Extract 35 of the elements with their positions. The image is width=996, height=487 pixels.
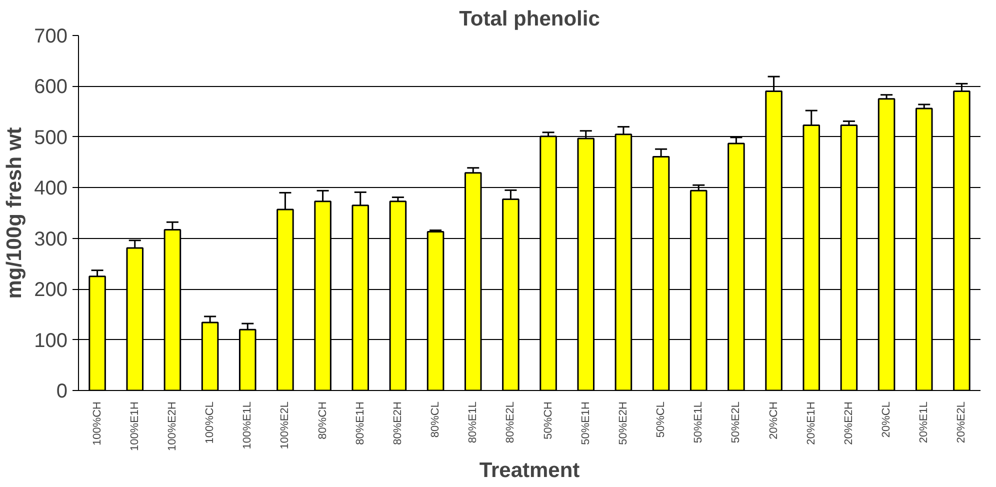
y-tick-label: 500 xyxy=(34,126,68,149)
x-tick-label: 80%E1H xyxy=(354,401,366,445)
x-tick-label: 20%E2L xyxy=(956,401,968,444)
x-tick-label: 100%E1L xyxy=(242,401,254,450)
x-tick-label: 100%E2L xyxy=(279,401,292,450)
x-tick-label: 100%CL xyxy=(204,401,216,444)
x-tick-label: 80%E2L xyxy=(504,401,517,444)
y-tick-label: 600 xyxy=(34,76,68,98)
x-tick-label: 80%CH xyxy=(316,401,329,440)
x-tick-label: 20%CL xyxy=(880,402,893,438)
x-tick-label: 20%E1L xyxy=(918,401,930,444)
x-tick-label: 50%E2L xyxy=(730,401,742,444)
x-tick-label: 80%CL xyxy=(430,402,442,438)
x-tick-label: 50%E2H xyxy=(617,401,630,445)
x-tick-label: 50%CH xyxy=(542,401,554,440)
y-tick-label: 200 xyxy=(34,279,68,302)
x-tick-label: 20%CH xyxy=(768,401,780,440)
x-tick-label: 20%E2H xyxy=(842,401,855,445)
chart-title: Total phenolic xyxy=(459,8,600,30)
y-tick-label: 400 xyxy=(34,178,68,200)
y-tick-label: 700 xyxy=(34,26,68,48)
x-tick-label: 20%E1H xyxy=(805,401,818,445)
x-axis-title: Treatment xyxy=(479,459,580,482)
x-tick-label: 100%E1H xyxy=(128,401,141,452)
x-tick-label: 80%E1L xyxy=(467,401,480,444)
x-tick-label: 80%E2H xyxy=(392,401,404,445)
y-tick-label: 300 xyxy=(34,228,68,250)
x-tick-label: 100%CH xyxy=(91,401,104,446)
y-tick-label: 0 xyxy=(56,380,68,402)
x-tick-label: 50%CL xyxy=(655,402,668,438)
x-tick-label: 100%E2H xyxy=(166,401,178,452)
y-tick-label: 100 xyxy=(34,330,68,352)
x-tick-label: 50%E1L xyxy=(692,401,705,444)
x-tick-label: 50%E1H xyxy=(580,401,592,445)
y-axis-title: mg/100g fresh wt xyxy=(3,127,26,299)
